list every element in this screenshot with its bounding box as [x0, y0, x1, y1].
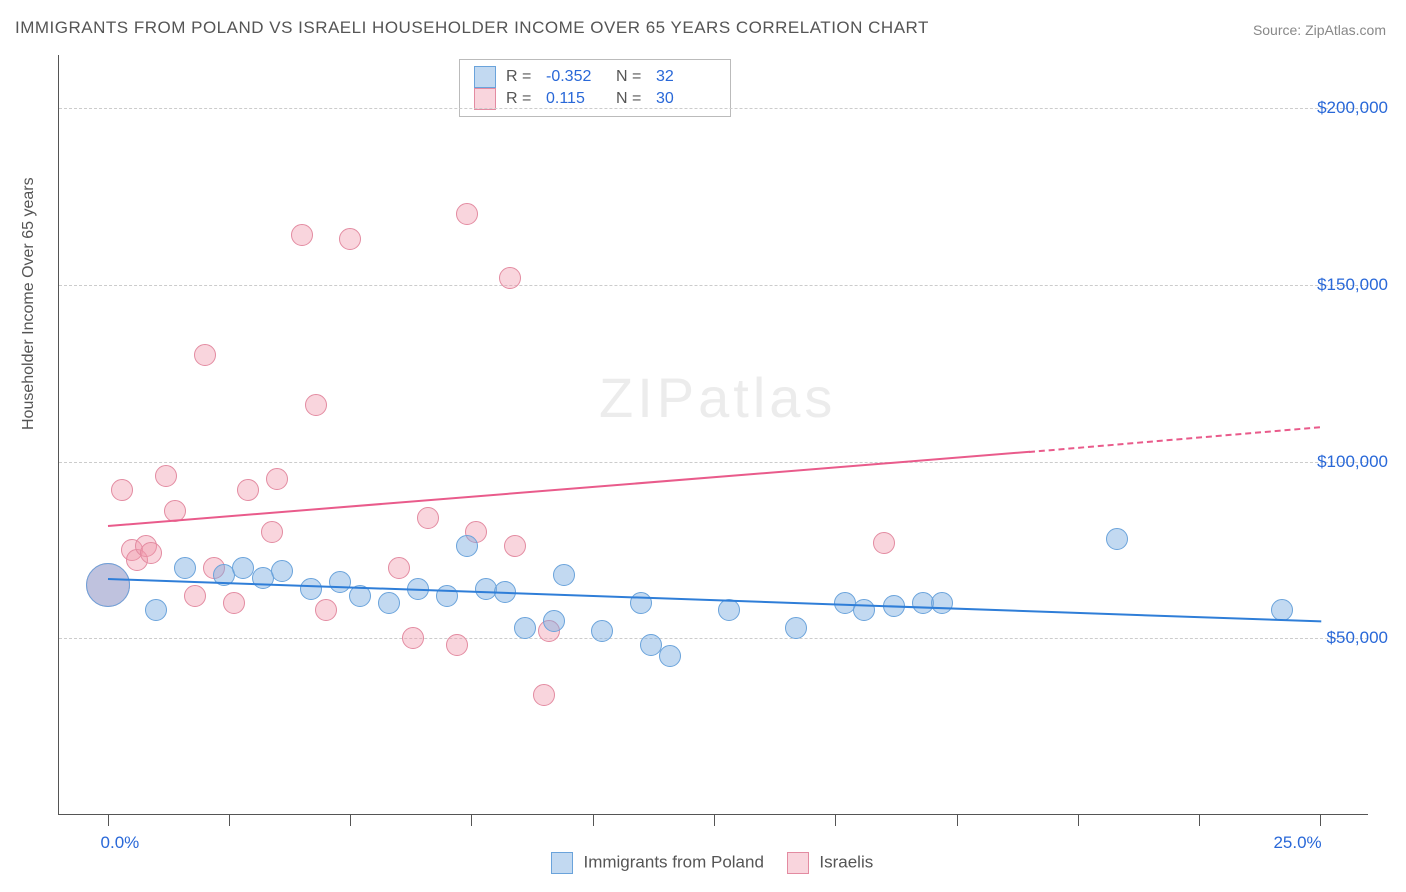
- y-tick-label: $100,000: [1317, 452, 1388, 472]
- data-point: [339, 228, 361, 250]
- data-point: [533, 684, 555, 706]
- gridline: [59, 108, 1368, 109]
- data-point: [378, 592, 400, 614]
- data-point: [291, 224, 313, 246]
- swatch-series1: [551, 852, 573, 874]
- data-point: [436, 585, 458, 607]
- data-point: [86, 563, 130, 607]
- r-value-series1: -0.352: [546, 68, 606, 86]
- x-tick: [1199, 814, 1200, 826]
- gridline: [59, 285, 1368, 286]
- trend-line: [107, 578, 1320, 622]
- x-tick: [1320, 814, 1321, 826]
- x-tick: [108, 814, 109, 826]
- swatch-series2: [787, 852, 809, 874]
- data-point: [237, 479, 259, 501]
- data-point: [931, 592, 953, 614]
- data-point: [194, 344, 216, 366]
- scatter-plot-area: ZIPatlas R = -0.352 N = 32 R = 0.115 N =…: [58, 55, 1368, 815]
- data-point: [417, 507, 439, 529]
- n-value-series2: 30: [656, 90, 716, 108]
- data-point: [184, 585, 206, 607]
- x-tick-label: 0.0%: [101, 833, 140, 853]
- data-point: [145, 599, 167, 621]
- x-tick: [714, 814, 715, 826]
- data-point: [315, 599, 337, 621]
- x-tick: [835, 814, 836, 826]
- n-label: N =: [616, 68, 646, 86]
- gridline: [59, 462, 1368, 463]
- data-point: [140, 542, 162, 564]
- swatch-series2: [474, 88, 496, 110]
- x-tick-label: 25.0%: [1273, 833, 1321, 853]
- x-tick: [593, 814, 594, 826]
- data-point: [174, 557, 196, 579]
- series2-label: Israelis: [819, 852, 873, 871]
- data-point: [718, 599, 740, 621]
- n-value-series1: 32: [656, 68, 716, 86]
- data-point: [499, 267, 521, 289]
- data-point: [853, 599, 875, 621]
- data-point: [111, 479, 133, 501]
- watermark-text: ZIPatlas: [599, 365, 836, 430]
- data-point: [514, 617, 536, 639]
- data-point: [630, 592, 652, 614]
- data-point: [271, 560, 293, 582]
- data-point: [1106, 528, 1128, 550]
- y-tick-label: $50,000: [1327, 628, 1388, 648]
- r-label: R =: [506, 68, 536, 86]
- trend-line: [1029, 426, 1320, 453]
- x-tick: [957, 814, 958, 826]
- legend-row-series1: R = -0.352 N = 32: [474, 66, 716, 88]
- data-point: [591, 620, 613, 642]
- x-tick: [1078, 814, 1079, 826]
- data-point: [402, 627, 424, 649]
- x-tick: [350, 814, 351, 826]
- y-tick-label: $200,000: [1317, 98, 1388, 118]
- data-point: [456, 535, 478, 557]
- data-point: [261, 521, 283, 543]
- series-legend: Immigrants from Poland Israelis: [0, 852, 1406, 874]
- data-point: [553, 564, 575, 586]
- r-label: R =: [506, 90, 536, 108]
- source-label: Source: ZipAtlas.com: [1253, 22, 1386, 38]
- data-point: [388, 557, 410, 579]
- y-axis-label: Householder Income Over 65 years: [20, 177, 38, 430]
- data-point: [659, 645, 681, 667]
- r-value-series2: 0.115: [546, 90, 606, 108]
- data-point: [223, 592, 245, 614]
- n-label: N =: [616, 90, 646, 108]
- legend-row-series2: R = 0.115 N = 30: [474, 88, 716, 110]
- data-point: [305, 394, 327, 416]
- swatch-series1: [474, 66, 496, 88]
- series1-label: Immigrants from Poland: [583, 852, 763, 871]
- data-point: [300, 578, 322, 600]
- x-tick: [229, 814, 230, 826]
- data-point: [873, 532, 895, 554]
- data-point: [785, 617, 807, 639]
- data-point: [1271, 599, 1293, 621]
- data-point: [266, 468, 288, 490]
- y-tick-label: $150,000: [1317, 275, 1388, 295]
- data-point: [456, 203, 478, 225]
- chart-title: IMMIGRANTS FROM POLAND VS ISRAELI HOUSEH…: [15, 18, 929, 38]
- data-point: [446, 634, 468, 656]
- data-point: [155, 465, 177, 487]
- gridline: [59, 638, 1368, 639]
- data-point: [329, 571, 351, 593]
- x-tick: [471, 814, 472, 826]
- data-point: [543, 610, 565, 632]
- data-point: [504, 535, 526, 557]
- data-point: [475, 578, 497, 600]
